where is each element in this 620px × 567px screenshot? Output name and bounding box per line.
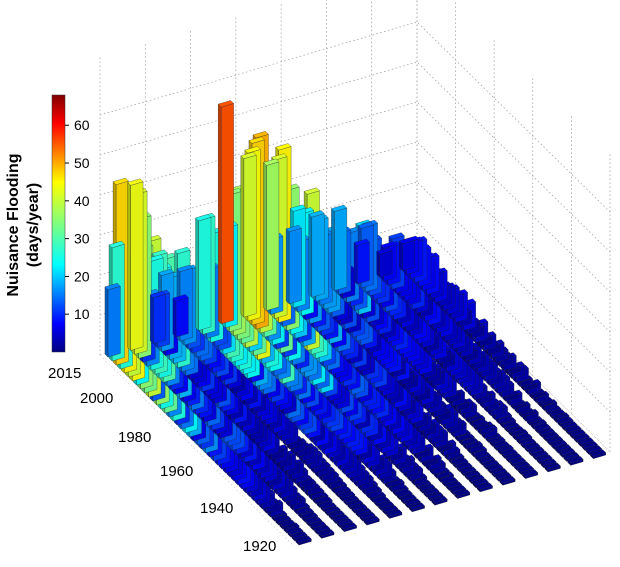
bar [547, 436, 564, 446]
bar [540, 458, 557, 469]
bar [573, 433, 590, 444]
bar [172, 294, 189, 338]
bar [347, 499, 364, 510]
colorbar-tick-label: 40 [74, 193, 90, 209]
bar [331, 204, 348, 292]
bar [460, 466, 477, 477]
colorbar-label-line1: Nuisance Flooding [5, 153, 22, 296]
bar [493, 441, 510, 452]
colorbar-tick-label: 60 [74, 117, 90, 133]
bar [487, 464, 504, 474]
bar [551, 440, 568, 450]
year-tick-2015: 2015 [48, 365, 81, 382]
year-tick-1940: 1940 [200, 500, 233, 517]
bar [524, 442, 541, 453]
bar [386, 509, 403, 519]
bar [555, 444, 572, 454]
bar [263, 158, 280, 311]
bar [509, 457, 526, 468]
bar [382, 505, 399, 515]
bar [328, 510, 345, 521]
bar [567, 456, 584, 466]
bar [240, 151, 257, 318]
colorbar-tick-label: 50 [74, 155, 90, 171]
bar [456, 462, 473, 473]
colorbar-tick-label: 20 [74, 268, 90, 284]
bar [534, 423, 551, 434]
bar [310, 521, 327, 531]
bar [419, 483, 436, 494]
bar [287, 527, 304, 538]
bar [504, 422, 521, 433]
bar [149, 290, 167, 345]
bar [491, 468, 508, 478]
bar [285, 225, 302, 305]
bar [355, 507, 372, 518]
bar [565, 425, 582, 436]
bar [195, 214, 212, 331]
bar [400, 494, 417, 505]
bar [501, 449, 518, 460]
bar [520, 438, 537, 449]
bar [468, 474, 485, 485]
year-tick-1960: 1960 [160, 463, 193, 480]
bar [351, 503, 368, 514]
year-axis: 2015 2000 1980 1960 1940 1920 [48, 365, 276, 555]
bars [104, 100, 607, 546]
year-tick-1980: 1980 [118, 429, 151, 446]
bar [340, 522, 357, 533]
bar [563, 452, 580, 462]
bar [508, 426, 525, 437]
bar [497, 444, 514, 456]
year-tick-2000: 2000 [80, 390, 113, 407]
bar [431, 495, 448, 506]
colorbar-tick-label: 10 [74, 306, 90, 322]
bar [549, 409, 566, 420]
bar [378, 501, 395, 511]
bar [423, 487, 440, 498]
bar [104, 283, 121, 358]
bar [589, 449, 607, 460]
bar [454, 489, 471, 499]
bar [217, 100, 234, 325]
bar [536, 454, 553, 465]
bar [359, 511, 376, 522]
bar [291, 531, 308, 542]
colorbar: 10 20 30 40 50 60 Nuisance Flooding (days/yea… [5, 94, 90, 353]
bar [399, 237, 416, 272]
bar [427, 491, 444, 502]
bar [476, 482, 493, 493]
bar [127, 178, 144, 351]
bar [518, 408, 535, 418]
bar [336, 518, 353, 529]
bar [318, 529, 335, 539]
bar [308, 210, 325, 298]
bar [577, 437, 594, 448]
bar [510, 399, 527, 410]
bar [537, 397, 554, 408]
bar [373, 497, 391, 507]
bar [404, 498, 421, 509]
bar [505, 453, 522, 464]
bar [545, 405, 562, 416]
bar [517, 465, 535, 476]
bar [415, 479, 432, 490]
bar [324, 506, 341, 517]
colorbar-label-line2: (days/year) [25, 183, 42, 268]
bar [475, 452, 492, 462]
bar [569, 429, 586, 440]
year-tick-1920: 1920 [243, 538, 276, 555]
bar [343, 495, 360, 506]
bar [376, 247, 393, 278]
colorbar-tick-label: 30 [74, 231, 90, 247]
bar [464, 470, 481, 481]
bar [495, 472, 512, 482]
bar [353, 238, 370, 285]
colorbar-gradient [51, 94, 66, 353]
